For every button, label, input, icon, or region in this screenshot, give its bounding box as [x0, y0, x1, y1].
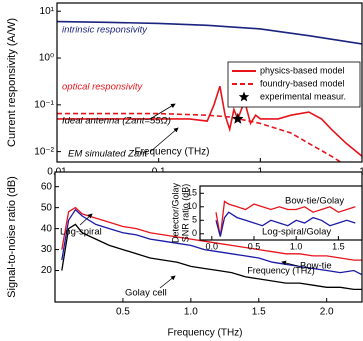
arrow: [281, 260, 299, 267]
series-line: [57, 20, 362, 45]
y-tick-label: 10⁻²: [34, 146, 54, 157]
plot-frame: [199, 185, 363, 241]
y-tick-label: 50: [41, 202, 53, 213]
x-tick-label: 2.0: [320, 307, 334, 318]
y-tick-label: 15: [187, 188, 197, 198]
x-tick-label: 0.0: [206, 241, 219, 251]
x-axis-label: Frequency (THz): [247, 265, 315, 275]
series-line: [61, 208, 362, 276]
annotation: intrinsic responsivity: [62, 25, 148, 36]
legend-label: foundry-based model: [260, 78, 345, 88]
legend-label: experimental measur.: [260, 91, 346, 101]
y-axis-label: Detector/Golay: [170, 182, 180, 243]
y-tick-label: 60: [41, 181, 53, 192]
arrow: [159, 275, 176, 289]
plot-lines: [61, 206, 362, 291]
y-tick-label: 5: [192, 215, 197, 225]
panel: 0.0 0.5 1.0 1.5 0 5 10 15 Frequency (THz) Detecto…: [170, 182, 363, 275]
arrow: [149, 127, 179, 153]
arrow: [79, 213, 93, 226]
y-tick-label: 10: [187, 201, 197, 211]
star-marker: [232, 112, 244, 124]
plot-frame: [56, 2, 363, 163]
annotation: Golay cell: [125, 288, 167, 299]
legend-swatch: [238, 91, 250, 102]
x-tick-label: 0.5: [248, 241, 261, 251]
x-tick-label: 1.5: [332, 241, 345, 251]
arrow: [149, 103, 176, 120]
plot-area: [200, 186, 362, 240]
annotation: Bow-tie/Golay: [285, 196, 344, 207]
plot-lines: [215, 200, 356, 237]
legend-label: physics-based model: [260, 65, 345, 75]
y-axis-label: Current responsivity (A/W): [6, 18, 18, 147]
y-tick-label: 30: [41, 244, 53, 255]
series-line: [215, 200, 356, 237]
annotation: EM simulated Zant: [68, 149, 148, 160]
x-axis-label: Frequency (THz): [167, 328, 242, 339]
annotation: Log-spiral: [60, 227, 102, 238]
annotation: optical responsivity: [62, 82, 144, 93]
y-axis-label: Signal-to-noise ratio (dB): [6, 176, 18, 298]
annotation: Log-spiral/Golay: [262, 227, 331, 238]
x-tick-label: 1.5: [252, 307, 266, 318]
y-tick-label: 10¹: [40, 6, 55, 17]
x-tick-label: 1.0: [290, 241, 303, 251]
y-axis-label: SNR ratio (dB): [180, 184, 190, 243]
x-tick-label: 0.5: [116, 307, 130, 318]
y-tick-label: 20: [41, 265, 53, 276]
series-line: [57, 112, 342, 162]
y-tick-label: 0: [192, 228, 197, 238]
y-tick-label: 10⁻¹: [34, 99, 54, 110]
x-tick-label: 1.0: [184, 307, 198, 318]
annotation: Ideal antenna (Zant=55Ω): [62, 116, 171, 127]
x-axis-label: Frequency (THz): [134, 147, 209, 158]
series-line: [61, 223, 362, 291]
y-tick-label: 10⁰: [39, 53, 54, 64]
series-line: [215, 211, 356, 237]
annotation: Bow-tie: [300, 261, 332, 272]
y-tick-label: 40: [41, 223, 53, 234]
series-line: [61, 206, 362, 261]
